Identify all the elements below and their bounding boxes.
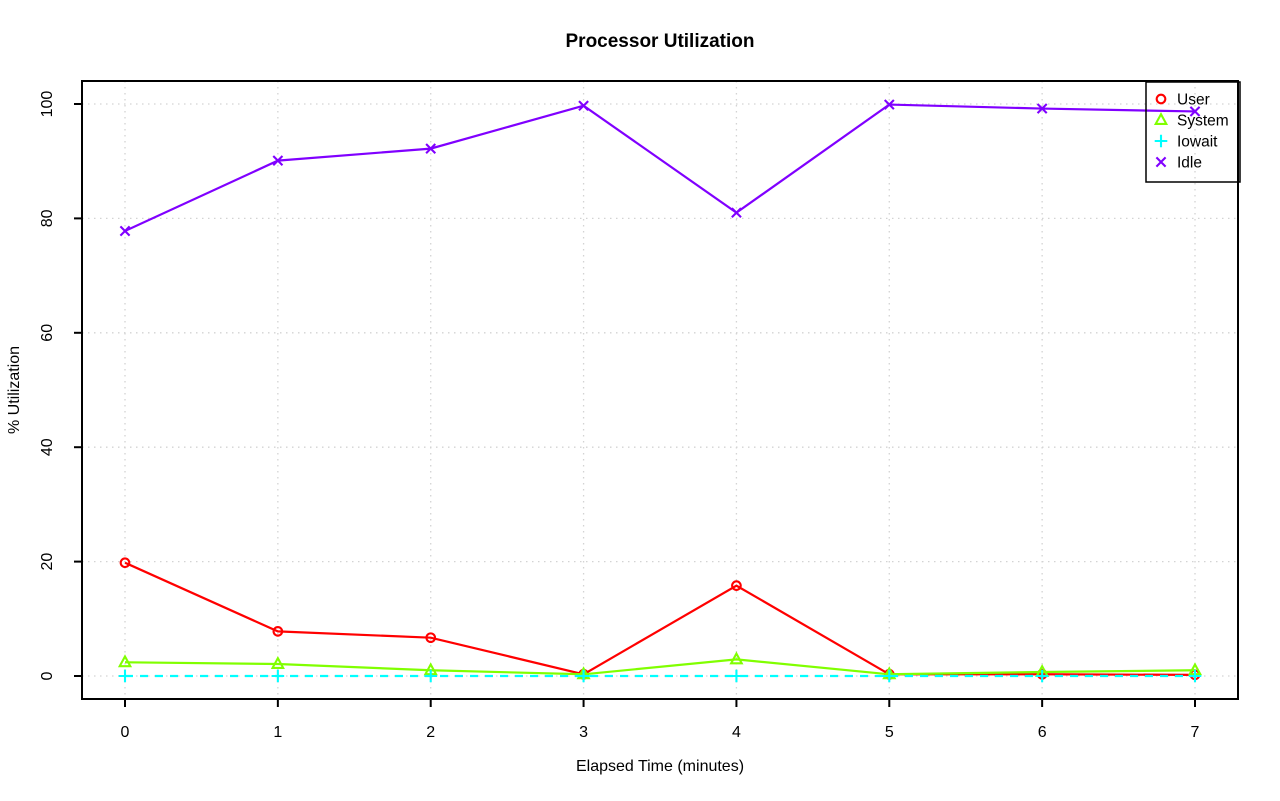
- marker-system-1: [270, 655, 285, 669]
- x-tick-label: 6: [1038, 724, 1047, 741]
- marker-idle-2: [425, 143, 437, 154]
- series-line-system: [124, 658, 1196, 676]
- x-tick-label: 5: [885, 724, 894, 741]
- x-tick-label: 0: [121, 724, 130, 741]
- y-tick-label: 60: [39, 324, 56, 342]
- marker-idle-3: [578, 100, 589, 112]
- marker-idle-7: [1189, 106, 1201, 117]
- marker-idle-0: [119, 225, 131, 237]
- marker-iowait-3: [577, 669, 590, 683]
- marker-iowait-7: [1188, 669, 1202, 683]
- y-tick-label: 100: [39, 91, 56, 118]
- marker-user-2: [425, 632, 437, 644]
- marker-iowait-4: [730, 669, 743, 683]
- legend-marker-iowait: [1154, 134, 1168, 148]
- marker-idle-4: [731, 207, 742, 219]
- x-tick-label: 7: [1191, 724, 1200, 741]
- plot-border: [81, 80, 1239, 700]
- marker-idle-6: [1036, 103, 1048, 114]
- marker-system-0: [117, 654, 133, 668]
- marker-iowait-1: [271, 669, 285, 683]
- marker-user-0: [119, 557, 131, 569]
- marker-idle-1: [272, 155, 284, 166]
- legend-marker-user: [1155, 93, 1167, 105]
- marker-user-4: [731, 580, 742, 591]
- legend-label-idle: Idle: [1177, 155, 1202, 172]
- marker-iowait-0: [118, 669, 132, 683]
- marker-iowait-2: [424, 669, 438, 683]
- series-line-idle: [124, 103, 1196, 232]
- chart-title: Processor Utilization: [565, 31, 755, 52]
- legend-label-system: System: [1177, 113, 1229, 130]
- marker-user-1: [272, 626, 284, 637]
- y-tick-label: 80: [39, 209, 56, 227]
- x-tick-label: 2: [426, 724, 435, 741]
- y-tick-label: 40: [39, 438, 56, 456]
- legend-label-iowait: Iowait: [1177, 134, 1218, 151]
- x-tick-label: 3: [579, 724, 588, 741]
- series-line-user: [124, 561, 1196, 676]
- marker-iowait-6: [1035, 669, 1049, 683]
- x-tick-label: 1: [273, 724, 282, 741]
- y-tick-label: 0: [39, 671, 56, 680]
- legend-marker-system: [1153, 112, 1169, 125]
- legend-label-user: User: [1177, 92, 1210, 109]
- marker-idle-5: [883, 99, 895, 110]
- legend-box: [1145, 81, 1241, 183]
- y-tick-label: 20: [39, 553, 56, 571]
- x-tick-label: 4: [732, 724, 741, 741]
- marker-iowait-5: [882, 669, 896, 683]
- legend-marker-idle: [1155, 156, 1167, 168]
- x-axis-title: Elapsed Time (minutes): [575, 758, 745, 775]
- marker-system-4: [729, 651, 744, 665]
